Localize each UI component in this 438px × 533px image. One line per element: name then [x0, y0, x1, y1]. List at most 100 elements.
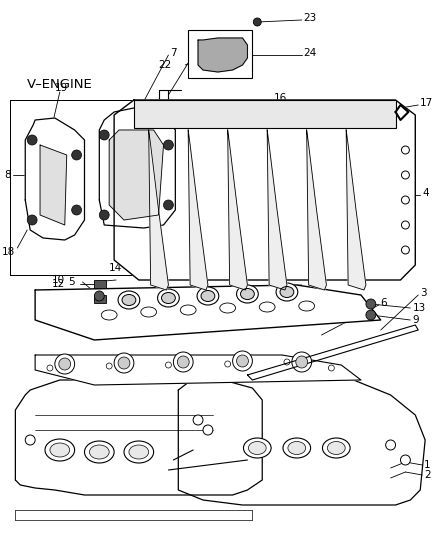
Text: 20: 20	[200, 228, 213, 238]
Circle shape	[25, 435, 35, 445]
Bar	[188, 30, 252, 78]
Ellipse shape	[220, 303, 236, 313]
Polygon shape	[35, 285, 381, 340]
Circle shape	[328, 365, 334, 371]
Text: 10: 10	[52, 275, 65, 285]
Ellipse shape	[180, 305, 196, 315]
Circle shape	[386, 440, 396, 450]
Circle shape	[203, 425, 213, 435]
Polygon shape	[25, 118, 85, 240]
Text: 3: 3	[420, 288, 427, 298]
Polygon shape	[15, 380, 262, 495]
Text: 24: 24	[304, 48, 317, 58]
Circle shape	[193, 415, 203, 425]
Polygon shape	[247, 325, 418, 380]
Circle shape	[292, 352, 311, 372]
Text: 6: 6	[381, 298, 387, 308]
Circle shape	[402, 171, 410, 179]
Circle shape	[27, 135, 37, 145]
Circle shape	[55, 354, 74, 374]
Circle shape	[72, 205, 81, 215]
Ellipse shape	[237, 285, 258, 303]
Circle shape	[106, 363, 112, 369]
Text: 4: 4	[422, 188, 429, 198]
Text: 16: 16	[274, 93, 287, 103]
Ellipse shape	[280, 287, 294, 297]
Ellipse shape	[322, 438, 350, 458]
Circle shape	[402, 196, 410, 204]
Circle shape	[59, 358, 71, 370]
Text: 14: 14	[109, 263, 122, 273]
Circle shape	[94, 291, 104, 301]
Circle shape	[400, 455, 410, 465]
Text: 2: 2	[424, 470, 431, 480]
Bar	[134, 100, 396, 128]
Text: 17: 17	[420, 98, 434, 108]
Polygon shape	[148, 130, 169, 290]
Circle shape	[237, 355, 248, 367]
Circle shape	[233, 351, 252, 371]
Circle shape	[114, 353, 134, 373]
Circle shape	[366, 310, 376, 320]
Text: 1: 1	[424, 460, 431, 470]
Text: 13: 13	[412, 303, 426, 313]
Polygon shape	[114, 100, 415, 280]
Ellipse shape	[101, 310, 117, 320]
Circle shape	[163, 200, 173, 210]
Ellipse shape	[288, 441, 306, 455]
Ellipse shape	[283, 438, 311, 458]
Ellipse shape	[240, 288, 254, 300]
Text: 15: 15	[195, 48, 208, 58]
Text: 8: 8	[4, 170, 11, 180]
Circle shape	[99, 210, 109, 220]
Circle shape	[99, 130, 109, 140]
Polygon shape	[40, 145, 67, 225]
Ellipse shape	[45, 439, 74, 461]
Circle shape	[163, 140, 173, 150]
Ellipse shape	[162, 293, 175, 303]
Ellipse shape	[244, 438, 271, 458]
Circle shape	[296, 356, 307, 368]
Polygon shape	[346, 130, 366, 290]
Polygon shape	[267, 130, 287, 290]
Polygon shape	[198, 38, 247, 72]
Text: 19: 19	[55, 83, 68, 93]
Text: 5: 5	[68, 277, 74, 287]
Text: 11: 11	[52, 294, 65, 304]
Circle shape	[47, 365, 53, 371]
Polygon shape	[109, 130, 163, 220]
Ellipse shape	[276, 283, 298, 301]
Bar	[94, 295, 106, 303]
Polygon shape	[35, 355, 361, 385]
Text: 23: 23	[304, 13, 317, 23]
Polygon shape	[188, 130, 208, 290]
Ellipse shape	[197, 287, 219, 305]
Circle shape	[402, 146, 410, 154]
Ellipse shape	[89, 445, 109, 459]
Ellipse shape	[129, 445, 148, 459]
Circle shape	[166, 362, 171, 368]
Bar	[11, 100, 183, 275]
Circle shape	[366, 299, 376, 309]
Ellipse shape	[118, 291, 140, 309]
Ellipse shape	[299, 301, 314, 311]
Circle shape	[173, 352, 193, 372]
Bar	[94, 280, 106, 288]
Ellipse shape	[122, 295, 136, 305]
Polygon shape	[178, 375, 425, 505]
Ellipse shape	[158, 289, 179, 307]
Text: 12: 12	[52, 279, 65, 289]
Ellipse shape	[141, 307, 156, 317]
Text: V–ENGINE: V–ENGINE	[27, 78, 93, 92]
Text: 22: 22	[158, 60, 171, 70]
Text: 7: 7	[170, 48, 177, 58]
Circle shape	[225, 361, 231, 367]
Circle shape	[177, 356, 189, 368]
Circle shape	[27, 215, 37, 225]
Ellipse shape	[328, 441, 345, 455]
Text: 18: 18	[2, 247, 15, 257]
Ellipse shape	[85, 441, 114, 463]
Circle shape	[402, 246, 410, 254]
Circle shape	[253, 18, 261, 26]
Ellipse shape	[259, 302, 275, 312]
